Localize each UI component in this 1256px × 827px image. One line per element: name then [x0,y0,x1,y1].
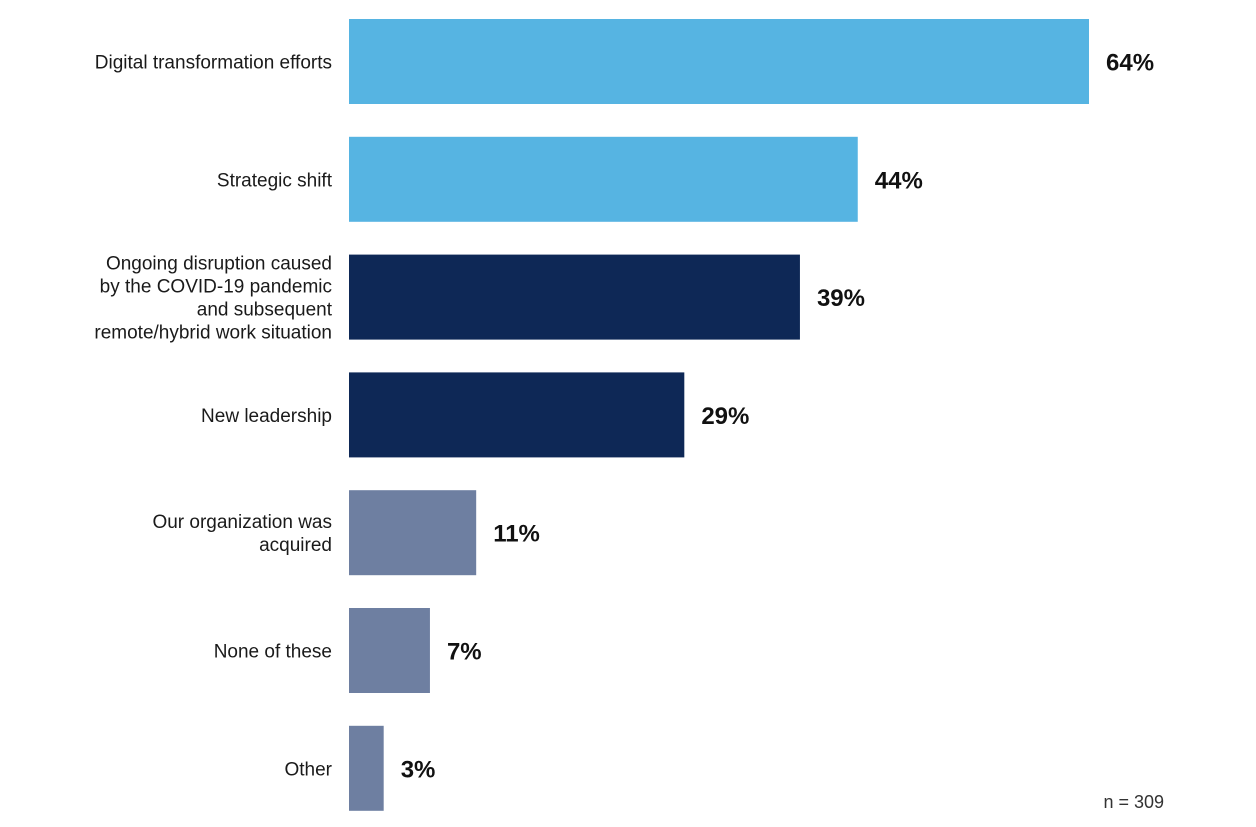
category-label-line: New leadership [201,406,332,427]
category-label-line: Other [284,759,332,780]
bar-5 [349,608,430,693]
category-label-line: Our organization was [152,512,332,533]
category-label-line: acquired [259,535,332,556]
category-label-line: remote/hybrid work situation [94,323,332,344]
category-label-4: Our organization was acquired [152,512,332,556]
bar-1 [349,136,858,222]
bar-4 [349,490,477,576]
value-label-3: 29% [701,403,749,430]
category-labels-group: Digital transformation efforts Strategic … [94,53,332,781]
value-label-6: 3% [401,756,436,783]
value-label-2: 39% [817,285,865,312]
category-label-line: Ongoing disruption caused [106,254,332,275]
value-label-0: 64% [1106,50,1154,77]
bar-3 [349,372,685,458]
bar-2 [349,254,800,340]
category-label-6: Other [284,759,332,780]
value-labels-group: 64% 44% 39% 29% 11% 7% 3% [401,50,1154,784]
category-label-line: Strategic shift [217,170,333,191]
category-label-1: Strategic shift [217,170,333,191]
category-label-line: Digital transformation efforts [95,53,332,74]
value-label-5: 7% [447,639,482,666]
category-label-line: None of these [214,642,332,663]
bar-0 [349,19,1089,104]
category-label-2: Ongoing disruption caused by the COVID-19… [94,254,332,344]
category-label-line: and subsequent [197,300,333,321]
category-label-0: Digital transformation efforts [95,53,332,74]
category-label-3: New leadership [201,406,332,427]
value-label-1: 44% [875,167,923,194]
category-label-5: None of these [214,642,332,663]
bars-group [349,19,1089,811]
bar-6 [349,725,384,811]
category-label-line: by the COVID-19 pandemic [100,277,332,298]
sample-size-note: n = 309 [1103,792,1164,812]
value-label-4: 11% [493,521,540,548]
